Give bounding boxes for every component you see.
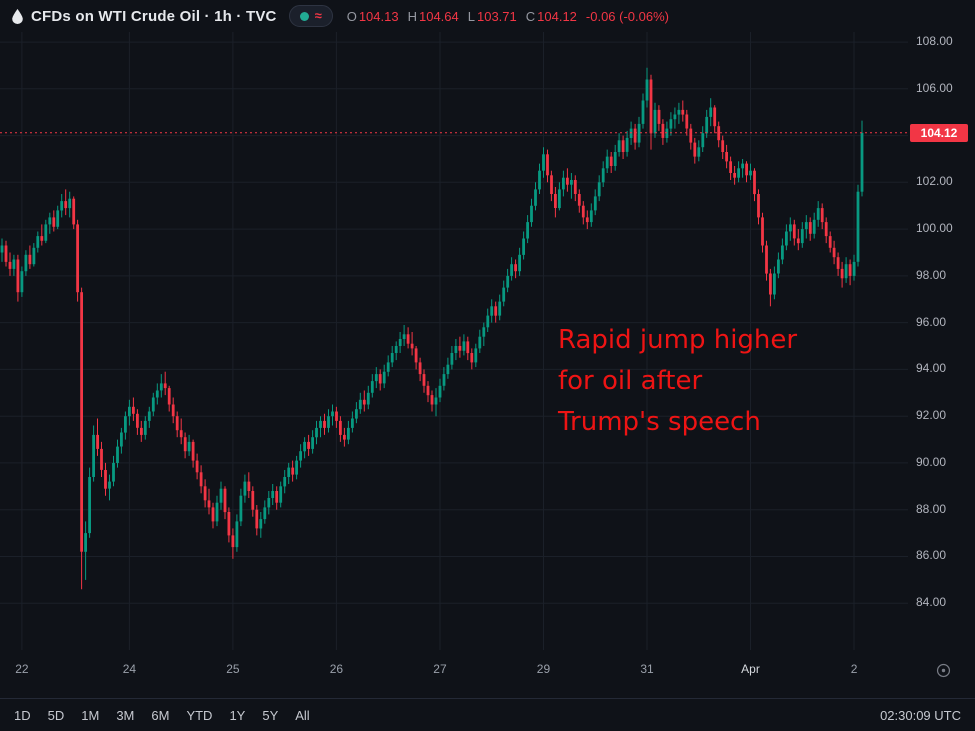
market-open-dot-icon	[299, 11, 309, 21]
price-axis-label: 86.00	[916, 548, 947, 563]
current-price-badge: 104.12	[910, 123, 968, 142]
time-axis-label: 24	[122, 662, 137, 676]
annotation-line: for oil after	[558, 366, 703, 396]
range-button-1m[interactable]: 1M	[81, 707, 100, 723]
time-axis-label: 31	[640, 662, 654, 676]
time-axis[interactable]: 22 24 25 26 27 29 31 Apr 2	[0, 650, 908, 690]
time-axis-label: 29	[536, 662, 551, 676]
time-axis-label: 25	[226, 662, 240, 676]
price-axis-label: 106.00	[916, 80, 953, 95]
change-value: -0.06 (-0.06%)	[585, 8, 669, 24]
annotation-line: Trump's speech	[558, 407, 761, 437]
close-label: C	[525, 8, 536, 24]
annotation-line: Rapid jump higher	[558, 325, 798, 355]
range-button-all[interactable]: All	[295, 707, 310, 723]
price-axis-label: 92.00	[916, 408, 947, 423]
price-axis-label: 98.00	[916, 267, 947, 282]
open-label: O	[346, 8, 357, 24]
price-axis-label: 102.00	[916, 174, 953, 189]
range-button-1y[interactable]: 1Y	[229, 707, 246, 723]
chart-annotation-text: Rapid jump higher for oil after Trump's …	[558, 320, 797, 443]
target-icon[interactable]	[935, 662, 952, 684]
price-axis-label: 108.00	[916, 34, 953, 49]
range-button-ytd[interactable]: YTD	[186, 707, 213, 723]
time-axis-label: 27	[433, 662, 447, 676]
clock-utc[interactable]: 02:30:09 UTC	[880, 707, 961, 723]
symbol-title[interactable]: CFDs on WTI Crude Oil · 1h · TVC	[31, 7, 277, 25]
candlestick-chart[interactable]	[0, 32, 908, 650]
range-button-5y[interactable]: 5Y	[262, 707, 279, 723]
price-axis[interactable]: 104.12 108.00106.00104.00102.00100.0098.…	[908, 32, 975, 650]
ohlc-readout: O 104.13 H 104.64 L 103.71 C 104.12 -0.06 (-…	[347, 9, 669, 24]
bottom-toolbar: 1D 5D 1M 3M 6M YTD 1Y 5Y All 02:30:09 UT…	[0, 698, 975, 731]
price-axis-label: 88.00	[916, 501, 947, 516]
range-button-5d[interactable]: 5D	[47, 707, 65, 723]
range-button-3m[interactable]: 3M	[116, 707, 135, 723]
price-axis-label: 90.00	[916, 454, 947, 469]
price-axis-label: 94.00	[916, 361, 947, 376]
close-value: 104.12	[537, 8, 577, 24]
high-label: H	[407, 8, 417, 24]
price-axis-label: 100.00	[916, 221, 953, 236]
market-status-pill[interactable]: ≈	[288, 5, 333, 27]
range-button-1d[interactable]: 1D	[14, 707, 31, 723]
high-value: 104.64	[418, 8, 459, 24]
time-axis-label: 26	[329, 662, 344, 676]
time-axis-label: Apr	[741, 662, 760, 676]
time-axis-label: 2	[850, 662, 858, 676]
low-value: 103.71	[476, 8, 517, 24]
price-axis-label: 96.00	[916, 314, 947, 329]
range-button-6m[interactable]: 6M	[151, 707, 170, 723]
oil-droplet-icon	[12, 8, 23, 24]
chart-header: CFDs on WTI Crude Oil · 1h · TVC ≈ O 104.…	[0, 0, 975, 32]
price-axis-label: 84.00	[916, 595, 947, 610]
open-value: 104.13	[358, 8, 399, 24]
time-axis-label: 22	[15, 662, 29, 676]
low-label: L	[467, 8, 475, 24]
delayed-data-icon: ≈	[314, 8, 322, 23]
